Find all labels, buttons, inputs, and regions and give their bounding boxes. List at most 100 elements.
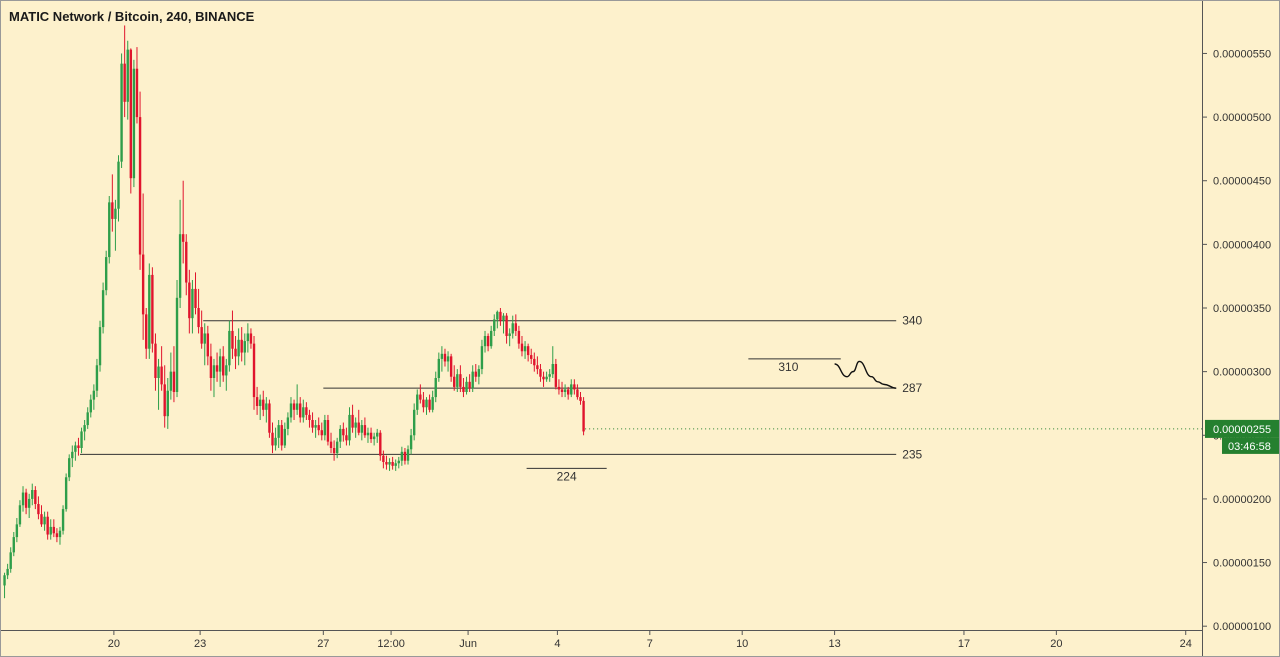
candle-body (422, 399, 425, 408)
candle-body (345, 435, 348, 441)
level-label-287: 287 (902, 381, 922, 395)
candle-body (175, 297, 179, 392)
candle-body (489, 330, 493, 347)
time-tick-label: 17 (958, 638, 970, 650)
candle-body (132, 68, 136, 179)
candle-body (335, 441, 339, 454)
candle-body (566, 389, 570, 395)
time-tick-label: 12:00 (377, 638, 405, 650)
candle-body (206, 333, 210, 357)
candle-body (18, 505, 22, 525)
candle-body (203, 333, 206, 344)
candle-body (533, 358, 536, 366)
candle-body (138, 117, 142, 255)
candle-body (505, 315, 508, 336)
candle-body (385, 462, 388, 465)
candle-body (262, 399, 265, 410)
candle-body (323, 420, 327, 436)
candle-body (21, 492, 25, 506)
price-tick-label: 0.00000300 (1213, 367, 1271, 379)
candle-body (52, 526, 56, 534)
candle-body (394, 463, 397, 466)
price-tick-label: 0.00000200 (1213, 494, 1271, 506)
candle-body (55, 533, 59, 538)
price-tick-label: 0.00000150 (1213, 558, 1271, 570)
candle-body (188, 282, 191, 319)
time-tick-label: 10 (736, 638, 748, 650)
candle-body (126, 49, 129, 102)
countdown-tag (1222, 437, 1279, 454)
candle-body (135, 68, 139, 118)
candle-body (197, 308, 200, 328)
candle-body (104, 257, 108, 291)
candle-body (3, 575, 6, 586)
chart-title: MATIC Network / Bitcoin, 240, BINANCE (9, 9, 255, 24)
time-tick-label: 4 (554, 638, 560, 650)
candle-body (295, 403, 299, 410)
candle-body (348, 414, 351, 441)
candle-body (551, 364, 554, 375)
candle-body (520, 343, 524, 352)
candle-body (225, 365, 228, 376)
candle-body (317, 425, 320, 431)
candle-body (212, 365, 216, 378)
candle-body (406, 449, 410, 461)
candle-body (536, 365, 539, 370)
candle-body (456, 374, 459, 387)
price-tick-label: 0.00000450 (1213, 176, 1271, 188)
candle-body (185, 241, 188, 283)
candle-body (302, 407, 305, 418)
candle-body (434, 378, 437, 398)
candle-body (437, 358, 441, 378)
candle-body (366, 432, 370, 436)
candle-body (12, 537, 15, 553)
candle-body (58, 530, 62, 538)
candle-body (360, 425, 364, 433)
candle-body (573, 384, 576, 390)
candle-body (215, 365, 219, 372)
candle-body (379, 432, 382, 456)
candle-body (511, 323, 514, 334)
candle-body (77, 445, 80, 448)
level-label-224: 224 (557, 469, 577, 483)
candle-body (151, 274, 154, 344)
candle-body (166, 390, 169, 417)
candle-body (240, 339, 243, 353)
candle-body (268, 403, 271, 433)
candle-body (258, 399, 262, 406)
candle-body (15, 524, 19, 538)
candle-body (89, 399, 92, 413)
candle-body (95, 365, 99, 391)
candle-body (526, 346, 530, 356)
candle-body (86, 412, 89, 426)
candle-body (98, 327, 102, 366)
candle-body (351, 414, 354, 428)
time-tick-label: 20 (1050, 638, 1062, 650)
candle-body (539, 369, 542, 377)
candle-body (24, 492, 28, 508)
price-tick-label: 0.00000550 (1213, 48, 1271, 60)
price-tick-label: 0.00000350 (1213, 303, 1271, 315)
candle-body (391, 462, 394, 466)
candle-body (218, 356, 222, 372)
candle-body (412, 409, 416, 436)
candle-body (252, 343, 256, 398)
candle-body (92, 390, 96, 400)
candle-body (129, 49, 133, 179)
candle-body (49, 526, 52, 535)
candle-body (40, 514, 43, 525)
candle-body (499, 311, 502, 321)
candle-body (172, 371, 176, 392)
candle-body (493, 319, 496, 331)
candle-body (292, 403, 296, 410)
candle-body (342, 428, 345, 436)
candle-body (468, 381, 471, 389)
current-price-tag (1205, 419, 1279, 438)
candle-body (403, 451, 407, 461)
candle-body (255, 397, 259, 406)
candle-body (160, 366, 163, 385)
candle-body (117, 161, 120, 209)
time-tick-label: 20 (108, 638, 120, 650)
candle-body (222, 356, 225, 376)
